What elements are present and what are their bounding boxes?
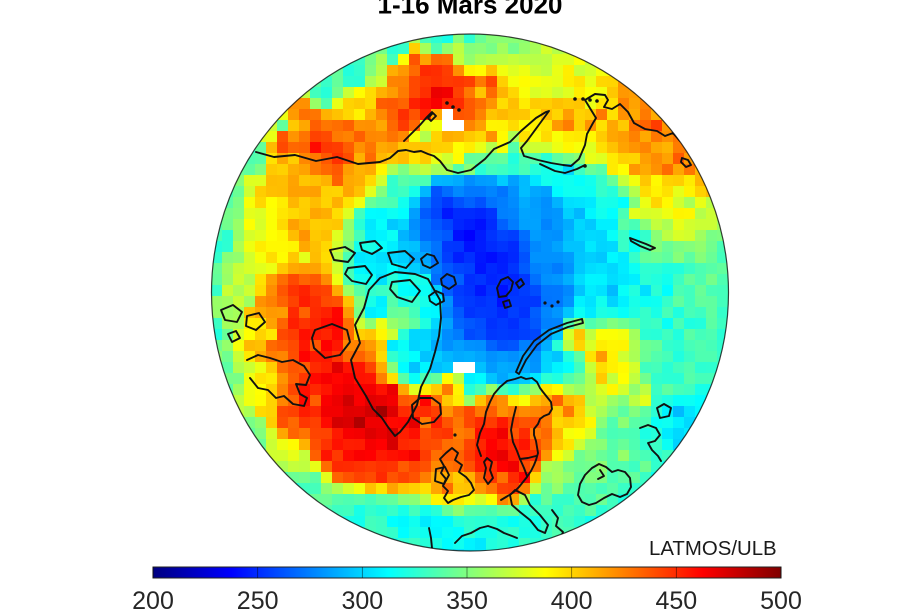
svg-text:300: 300: [341, 587, 383, 613]
svg-text:LATMOS/ULB: LATMOS/ULB: [649, 538, 777, 560]
svg-text:500: 500: [760, 587, 802, 613]
svg-text:1-16 Mars 2020: 1-16 Mars 2020: [377, 0, 562, 20]
svg-text:350: 350: [446, 587, 488, 613]
svg-text:450: 450: [655, 587, 697, 613]
svg-text:250: 250: [237, 587, 279, 613]
svg-text:400: 400: [551, 587, 593, 613]
svg-text:200: 200: [132, 587, 174, 613]
